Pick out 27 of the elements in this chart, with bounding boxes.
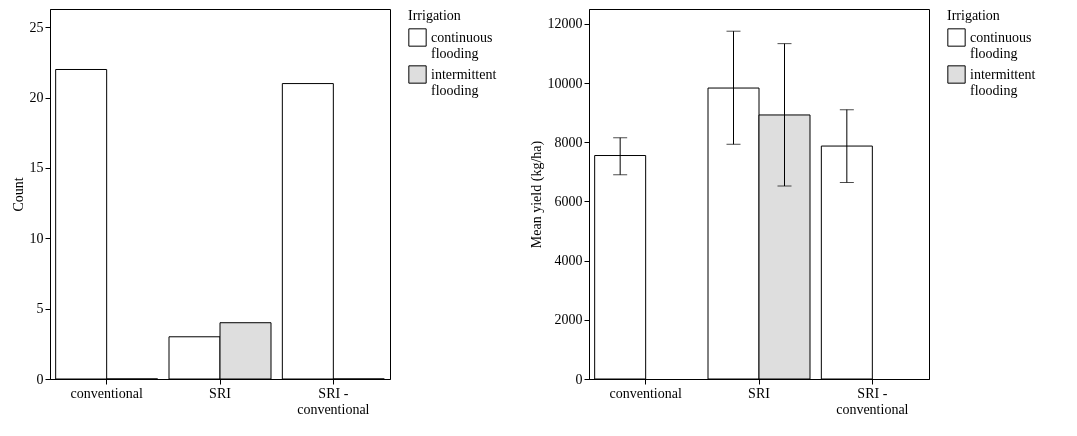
legend-label: continuous flooding <box>431 29 493 61</box>
y-tick-label: 0 <box>575 371 583 387</box>
y-tick-label: 15 <box>29 160 44 176</box>
y-tick-label: 8000 <box>554 134 583 150</box>
legend-title: Irrigation <box>947 8 1000 23</box>
y-tick-label: 2000 <box>554 312 583 328</box>
y-tick-label: 10000 <box>547 75 583 91</box>
y-tick-label: 25 <box>29 19 44 35</box>
y-tick-label: 4000 <box>554 253 583 269</box>
legend-label: continuous flooding <box>970 29 1032 61</box>
x-tick-label: SRI <box>748 385 771 401</box>
y-tick-label: 20 <box>29 90 44 106</box>
x-tick-label: conventional <box>609 385 682 401</box>
x-tick-label: SRI <box>209 385 232 401</box>
y-tick-label: 0 <box>36 371 44 387</box>
legend-title: Irrigation <box>408 8 461 23</box>
y-axis-title: Count <box>10 177 26 212</box>
y-tick-label: 6000 <box>554 193 583 209</box>
y-tick-label: 10 <box>29 230 44 246</box>
x-tick-label: conventional <box>70 385 143 401</box>
y-tick-label: 12000 <box>547 16 583 32</box>
y-axis-title: Mean yield (kg/ha) <box>528 140 545 249</box>
x-tick-label: SRI - conventional <box>297 385 370 417</box>
legend-label: intermittent flooding <box>431 66 497 98</box>
legend-label: intermittent flooding <box>970 66 1036 98</box>
y-tick-label: 5 <box>36 301 44 317</box>
x-tick-label: SRI - conventional <box>836 385 909 417</box>
